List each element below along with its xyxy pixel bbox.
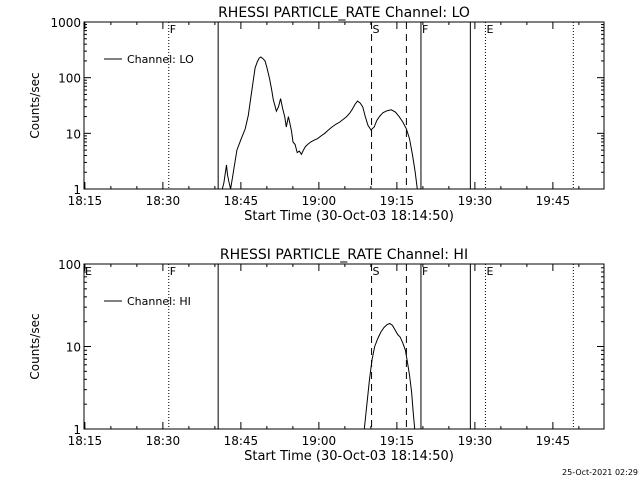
y-tick-label: 1000 <box>50 16 81 30</box>
x-tick-label: 19:15 <box>380 434 415 448</box>
x-tick-label: 18:30 <box>146 194 181 208</box>
y-tick-label: 100 <box>58 72 81 86</box>
event-marker-label: F <box>422 23 428 36</box>
x-tick-label: 18:15 <box>68 434 103 448</box>
x-axis-label: Start Time (30-Oct-03 18:14:50) <box>244 209 454 224</box>
chart-title: RHESSI PARTICLE_RATE Channel: LO <box>218 5 470 21</box>
event-marker-label: F <box>170 265 176 278</box>
event-marker-label: F <box>170 23 176 36</box>
x-tick-label: 18:30 <box>146 434 181 448</box>
legend-label: Channel: HI <box>127 295 191 308</box>
x-tick-label: 18:45 <box>224 194 259 208</box>
y-tick-label: 1 <box>73 183 81 197</box>
x-axis-label: Start Time (30-Oct-03 18:14:50) <box>244 449 454 464</box>
event-marker-label: E <box>486 265 493 278</box>
plot-frame <box>83 263 605 430</box>
x-tick-label: 19:45 <box>536 194 571 208</box>
event-marker-label: E <box>486 23 493 36</box>
x-tick-label: 18:45 <box>224 434 259 448</box>
legend-label: Channel: LO <box>127 53 194 66</box>
x-tick-label: 19:00 <box>302 194 337 208</box>
panel-lo: RHESSI PARTICLE_RATE Channel: LO 18:15 18:… <box>28 5 605 224</box>
y-axis-label: Counts/sec <box>28 72 42 138</box>
event-marker-label: F <box>422 265 428 278</box>
y-tick-label: 1 <box>73 423 81 437</box>
event-marker-label: S <box>373 23 380 36</box>
event-marker-label: S <box>373 265 380 278</box>
chart-title: RHESSI PARTICLE_RATE Channel: HI <box>220 247 468 263</box>
y-axis-label: Counts/sec <box>28 313 42 379</box>
plot-frame <box>83 21 605 190</box>
x-tick-label: 19:30 <box>458 194 493 208</box>
x-tick-label: 19:30 <box>458 434 493 448</box>
x-tick-label: 19:45 <box>536 434 571 448</box>
footer-timestamp: 25-Oct-2021 02:29 <box>562 468 638 477</box>
x-tick-label: 19:00 <box>302 434 337 448</box>
x-tick-label: 18:15 <box>68 194 103 208</box>
y-tick-label: 100 <box>58 258 81 272</box>
series-line-lo <box>221 56 418 190</box>
series-line-hi <box>363 322 416 430</box>
y-tick-label: 10 <box>66 127 81 141</box>
x-tick-label: 19:15 <box>380 194 415 208</box>
y-tick-label: 10 <box>66 341 81 355</box>
event-marker-label: E <box>85 265 92 278</box>
panel-hi: RHESSI PARTICLE_RATE Channel: HI 18:15 18:… <box>28 247 605 464</box>
